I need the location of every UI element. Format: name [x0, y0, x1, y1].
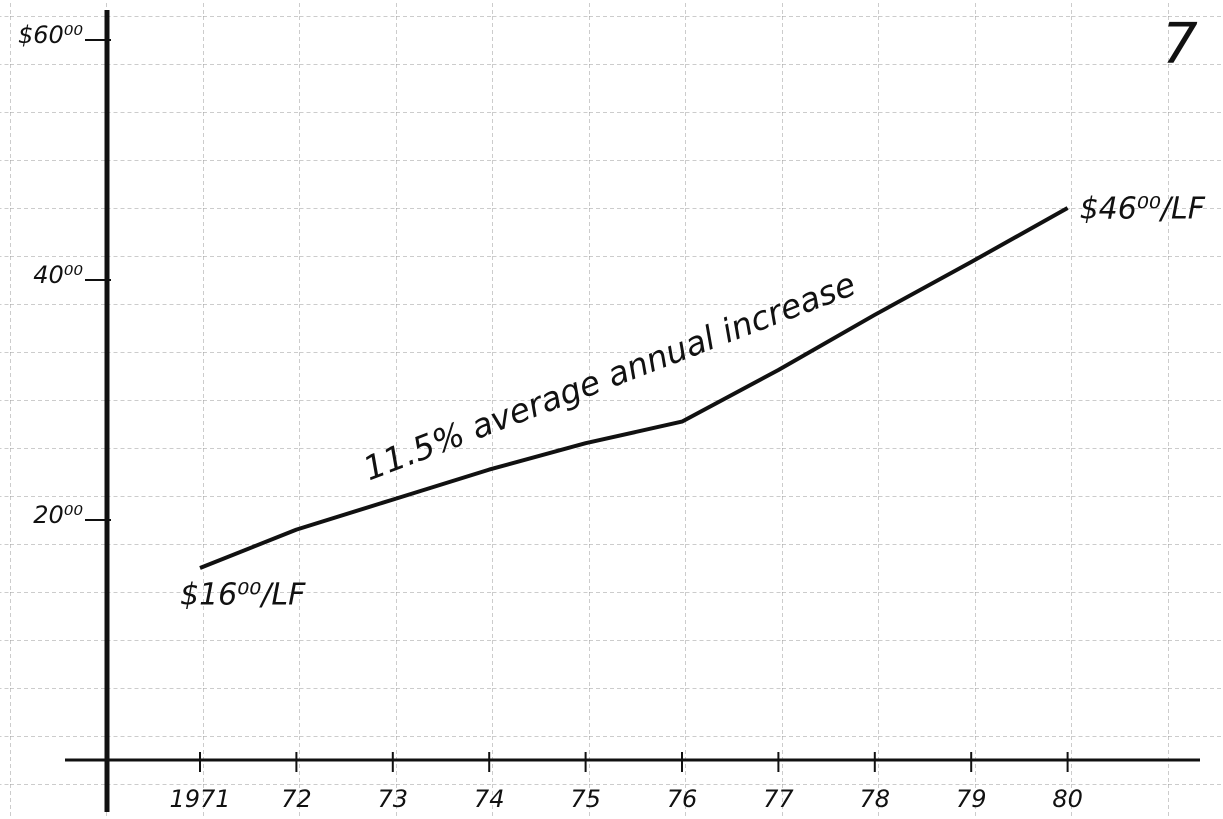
x-tick-label: 73 [378, 785, 409, 813]
page-number: 7 [1162, 12, 1198, 77]
x-tick-label: 75 [570, 785, 601, 813]
chart: 7 20⁰⁰ 40⁰⁰ $60⁰⁰ 1971 72 73 74 75 76 77 78 79 80 $16… [0, 0, 1223, 819]
x-tick-label: 78 [860, 785, 891, 813]
x-tick-label: 80 [1052, 785, 1083, 813]
x-tick-label: 1971 [169, 785, 230, 813]
x-tick-label: 79 [956, 785, 987, 813]
graph-paper [0, 0, 1223, 819]
y-tick-label: $60⁰⁰ [18, 21, 83, 49]
value-label: $46⁰⁰/LF [1080, 192, 1206, 227]
value-label: $16⁰⁰/LF [180, 578, 306, 613]
x-tick-label: 74 [474, 785, 505, 813]
page: {"chart_data": { "type": "line", "catego… [0, 0, 1223, 819]
x-tick-label: 77 [763, 785, 794, 813]
y-tick-label: 40⁰⁰ [33, 261, 83, 289]
x-tick-label: 72 [281, 785, 312, 813]
y-tick-label: 20⁰⁰ [33, 501, 83, 529]
x-tick-label: 76 [667, 785, 698, 813]
